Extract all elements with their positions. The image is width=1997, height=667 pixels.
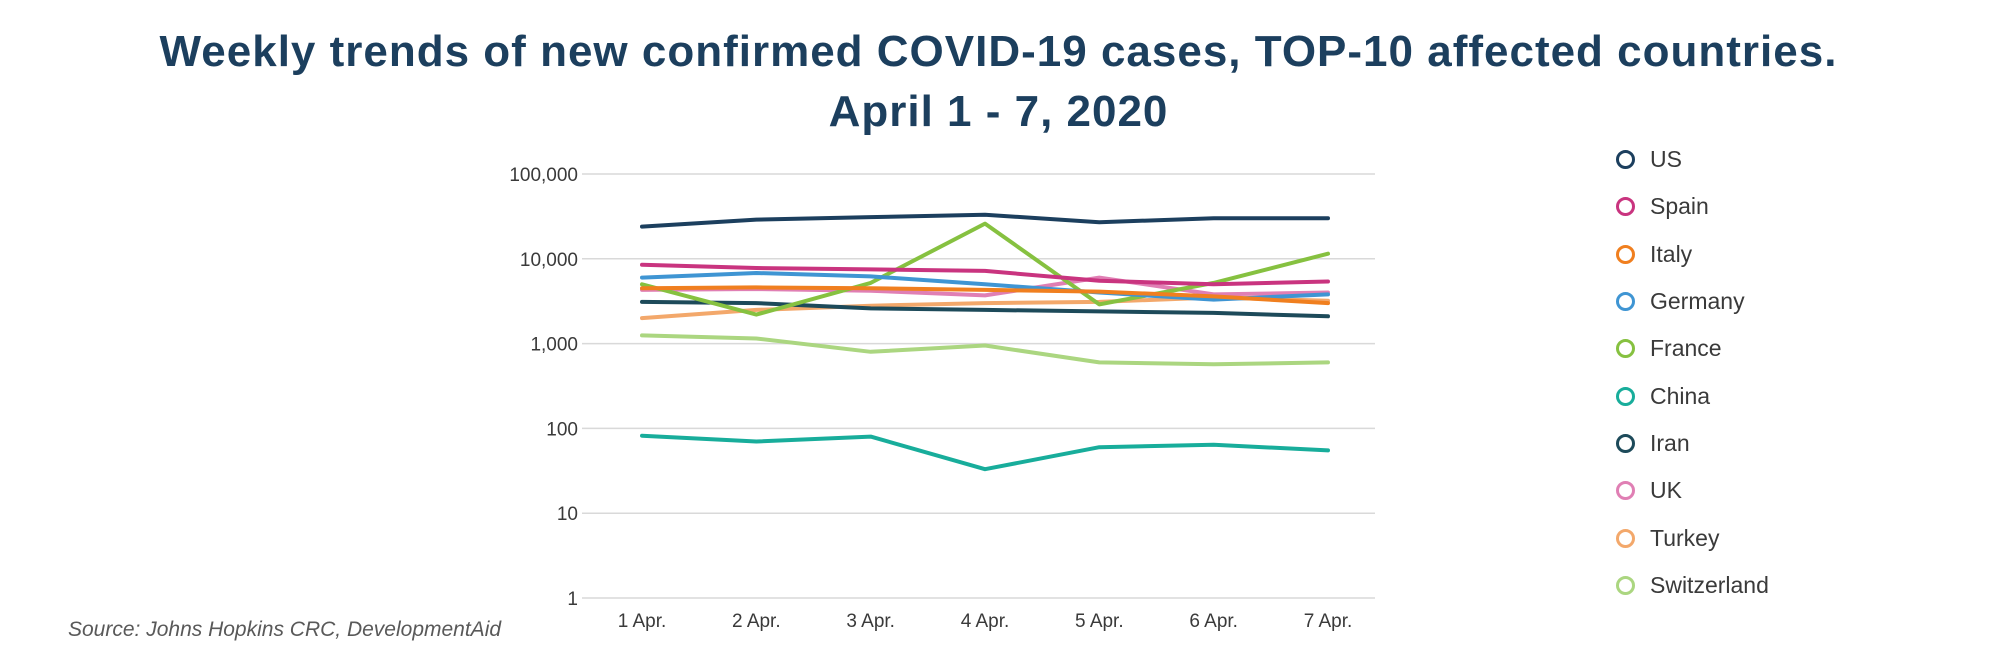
series-line-spain: [640, 262, 1330, 287]
legend-marker-icon: [1616, 528, 1635, 548]
series-line-us: [640, 212, 1330, 229]
legend-label: Turkey: [1650, 524, 1720, 551]
y-tick-label: 100: [546, 419, 578, 440]
x-tick-label: 4 Apr.: [961, 611, 1010, 632]
legend-marker-icon: [1616, 197, 1635, 217]
x-tick-label: 7 Apr.: [1304, 611, 1353, 632]
title-line-2: April 1 - 7, 2020: [828, 87, 1169, 136]
series-line-china: [640, 433, 1330, 472]
legend-marker-icon: [1616, 292, 1635, 312]
legend-item-uk: UK: [1616, 467, 1769, 514]
series-line-iran: [640, 299, 1330, 319]
title-line-1: Weekly trends of new confirmed COVID-19 …: [159, 27, 1838, 76]
legend-label: Iran: [1650, 429, 1690, 456]
x-axis-ticks: 1 Apr. 2 Apr. 3 Apr. 4 Apr. 5 Apr. 6 Apr. 7 Ap…: [618, 611, 1353, 632]
legend-marker-icon: [1616, 575, 1635, 595]
legend-label: Switzerland: [1650, 571, 1769, 598]
legend-marker-icon: [1616, 244, 1635, 264]
x-tick-label: 2 Apr.: [732, 611, 781, 632]
legend-label: US: [1650, 146, 1682, 173]
legend-label: Germany: [1650, 288, 1745, 315]
legend-label: Spain: [1650, 193, 1709, 220]
chart-title: Weekly trends of new confirmed COVID-19 …: [0, 22, 1997, 142]
legend-item-france: France: [1616, 325, 1769, 372]
legend-item-turkey: Turkey: [1616, 514, 1769, 561]
legend-item-spain: Spain: [1616, 183, 1769, 230]
legend-label: Italy: [1650, 240, 1693, 267]
legend-item-china: China: [1616, 372, 1769, 419]
y-tick-label: 10,000: [520, 250, 578, 271]
x-tick-label: 5 Apr.: [1075, 611, 1124, 632]
legend-label: UK: [1650, 477, 1682, 504]
legend-marker-icon: [1616, 433, 1635, 453]
legend-label: France: [1650, 335, 1722, 362]
series-line-switzerland: [640, 333, 1330, 367]
y-tick-label: 1: [567, 589, 578, 610]
x-tick-label: 3 Apr.: [846, 611, 895, 632]
legend-item-switzerland: Switzerland: [1616, 562, 1769, 609]
legend-marker-icon: [1616, 150, 1635, 170]
legend-item-germany: Germany: [1616, 278, 1769, 325]
x-tick-label: 6 Apr.: [1189, 611, 1238, 632]
y-tick-label: 1,000: [530, 335, 578, 356]
legend-item-iran: Iran: [1616, 420, 1769, 467]
grid-lines: [582, 173, 1375, 599]
series-line-italy: [640, 285, 1330, 306]
legend: US Spain Italy Germany France China Iran UK Turk…: [1616, 136, 1769, 609]
legend-item-italy: Italy: [1616, 231, 1769, 278]
legend-marker-icon: [1616, 481, 1635, 501]
x-tick-label: 1 Apr.: [618, 611, 667, 632]
y-tick-label: 100,000: [509, 165, 578, 186]
series-line-germany: [640, 271, 1330, 302]
source-note: Source: Johns Hopkins CRC, DevelopmentAi…: [68, 618, 502, 641]
legend-label: China: [1650, 382, 1711, 409]
y-tick-label: 10: [557, 504, 578, 525]
y-axis-ticks: 1 10 100 1,000 10,000 100,000: [509, 165, 578, 610]
legend-marker-icon: [1616, 386, 1635, 406]
legend-marker-icon: [1616, 339, 1635, 359]
legend-item-us: US: [1616, 136, 1769, 183]
series-lines: [640, 212, 1330, 472]
